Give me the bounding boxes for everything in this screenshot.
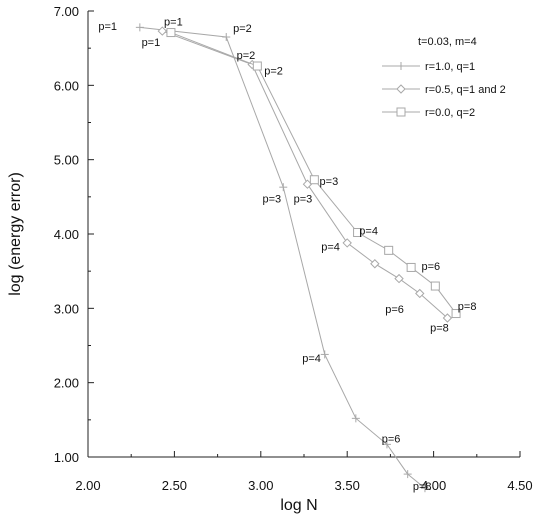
legend-entry: r=1.0, q=1 (382, 61, 475, 73)
data-point (342, 238, 352, 248)
point-label: p=6 (422, 261, 441, 273)
point-label: p=2 (264, 65, 283, 77)
data-point (442, 313, 453, 323)
data-point (403, 470, 412, 479)
y-tick-label: 1.00 (54, 450, 79, 465)
data-point (406, 262, 416, 272)
legend-entry: r=0.0, q=2 (382, 107, 475, 119)
data-point (384, 245, 394, 255)
data-point (279, 183, 288, 192)
data-point (430, 281, 440, 291)
legend-marker (396, 107, 406, 117)
series-layer (135, 23, 461, 493)
point-label: p=8 (413, 481, 432, 493)
x-tick-label: 2.50 (162, 478, 187, 493)
y-tick-label: 7.00 (54, 4, 79, 19)
data-point (420, 484, 429, 493)
point-label: p=6 (385, 304, 404, 316)
point-label: p=2 (233, 23, 252, 35)
legend-entry: r=0.5, q=1 and 2 (382, 84, 506, 96)
data-point (382, 440, 391, 449)
point-label: p=3 (294, 193, 313, 205)
legend-label: r=0.0, q=2 (425, 107, 475, 119)
point-label: p=3 (320, 176, 339, 188)
y-tick-label: 6.00 (54, 78, 79, 93)
y-tick-label: 5.00 (54, 153, 79, 168)
data-point (351, 414, 360, 423)
legend-title: t=0.03, m=4 (418, 36, 477, 48)
point-label: p=2 (237, 50, 256, 62)
data-point (394, 273, 404, 284)
series-line (139, 26, 426, 489)
point-label: p=8 (430, 323, 449, 335)
point-label: p=4 (321, 242, 340, 254)
y-tick-label: 2.00 (54, 376, 79, 391)
point-label: p=1 (98, 21, 117, 33)
series-square (166, 28, 461, 319)
point-label: p=3 (263, 193, 282, 205)
series-diamond (157, 26, 453, 323)
legend-marker (397, 62, 405, 70)
y-axis-title: log (energy error) (7, 172, 24, 296)
x-tick-label: 4.50 (507, 478, 532, 493)
data-point (309, 175, 319, 185)
data-point (451, 309, 461, 319)
data-point (135, 23, 144, 32)
x-tick-label: 3.50 (335, 478, 360, 493)
data-point (157, 26, 168, 36)
x-tick-label: 2.00 (75, 478, 100, 493)
x-tick-label: 3.00 (248, 478, 273, 493)
data-point (222, 33, 231, 42)
x-axis-title: log N (280, 497, 317, 514)
point-label: p=4 (359, 225, 378, 237)
legend-marker (396, 84, 406, 94)
y-tick-label: 3.00 (54, 301, 79, 316)
point-label: p=8 (458, 301, 477, 313)
axes: 1.00 2.00 3.00 4.00 5.00 6.00 7.00 2.00 2.50 3.00… (7, 4, 533, 514)
data-point (415, 288, 425, 299)
y-tick-label: 4.00 (54, 227, 79, 242)
annotations: p=1 p=1p=1p=2p=2p=2p=3p=3 p=3p=4p=4p=4p=6p… (98, 16, 476, 493)
x-tick-label: 4.00 (421, 478, 446, 493)
point-label: p=4 (302, 353, 321, 365)
series-plus (135, 23, 429, 493)
data-point (370, 259, 380, 269)
series-line (162, 30, 448, 319)
point-label: p=1 (142, 37, 161, 49)
data-point (252, 61, 262, 71)
data-point (166, 28, 176, 38)
data-point (353, 228, 363, 238)
point-label: p=6 (382, 433, 401, 445)
legend-label: r=1.0, q=1 (425, 61, 475, 73)
point-label: p=1 (164, 16, 183, 28)
data-point (320, 350, 329, 359)
legend: t=0.03, m=4 r=1.0, q=1 r=0.5, q=1 and 2 r=0… (382, 36, 506, 119)
legend-label: r=0.5, q=1 and 2 (425, 84, 506, 96)
